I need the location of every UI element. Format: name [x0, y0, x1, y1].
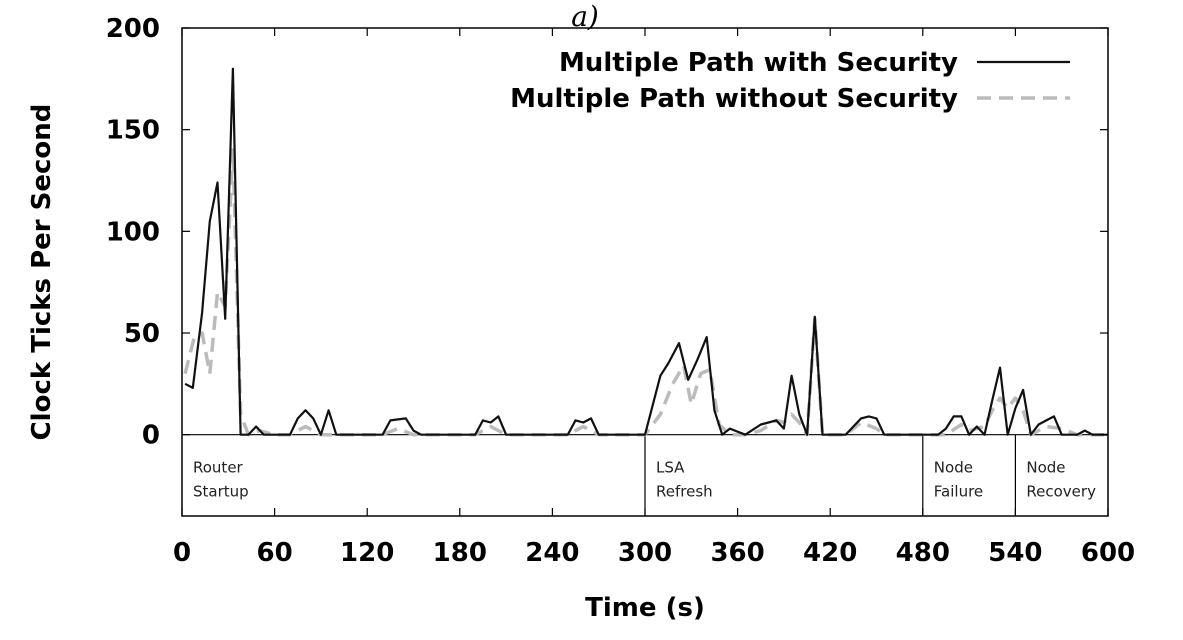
- x-tick-label: 0: [173, 538, 191, 568]
- region-label: Node: [1026, 459, 1065, 477]
- ticks-layer: 0 60 120 180 240 300 360 420 480 540 600 0 50 100 150 2…: [106, 14, 1135, 568]
- y-axis-title: Clock Ticks Per Second: [27, 104, 57, 441]
- region-label: Refresh: [656, 483, 713, 501]
- x-tick-label: 420: [803, 538, 857, 568]
- series-line: [183, 148, 1108, 437]
- x-tick-label: 240: [525, 538, 579, 568]
- x-axis-title: Time (s): [585, 593, 705, 623]
- x-tick-label: 180: [433, 538, 487, 568]
- x-tick-label: 600: [1081, 538, 1135, 568]
- y-tick-label: 100: [106, 217, 160, 247]
- series-line: [184, 67, 1108, 436]
- legend: Multiple Path with Security Multiple Path…: [510, 48, 1070, 114]
- region-label: Router: [193, 459, 244, 477]
- x-tick-label: 480: [896, 538, 950, 568]
- region-label: Recovery: [1026, 483, 1096, 501]
- regions-layer: Router Startup LSA Refresh Node Failure Node Re…: [182, 434, 1108, 516]
- x-tick-label: 540: [988, 538, 1042, 568]
- region-label: Node: [934, 459, 973, 477]
- y-tick-label: 200: [106, 14, 160, 44]
- x-tick-label: 60: [257, 538, 293, 568]
- legend-label: Multiple Path without Security: [510, 84, 958, 114]
- legend-label: Multiple Path with Security: [559, 48, 958, 78]
- region-label: Failure: [934, 483, 983, 501]
- series-layer: [183, 67, 1108, 437]
- x-tick-label: 300: [618, 538, 672, 568]
- x-tick-label: 360: [710, 538, 764, 568]
- region-label: LSA: [656, 459, 685, 477]
- y-tick-label: 0: [142, 421, 160, 451]
- y-tick-label: 50: [124, 319, 160, 349]
- region-label: Startup: [193, 483, 249, 501]
- y-tick-label: 150: [106, 116, 160, 146]
- x-tick-label: 120: [340, 538, 394, 568]
